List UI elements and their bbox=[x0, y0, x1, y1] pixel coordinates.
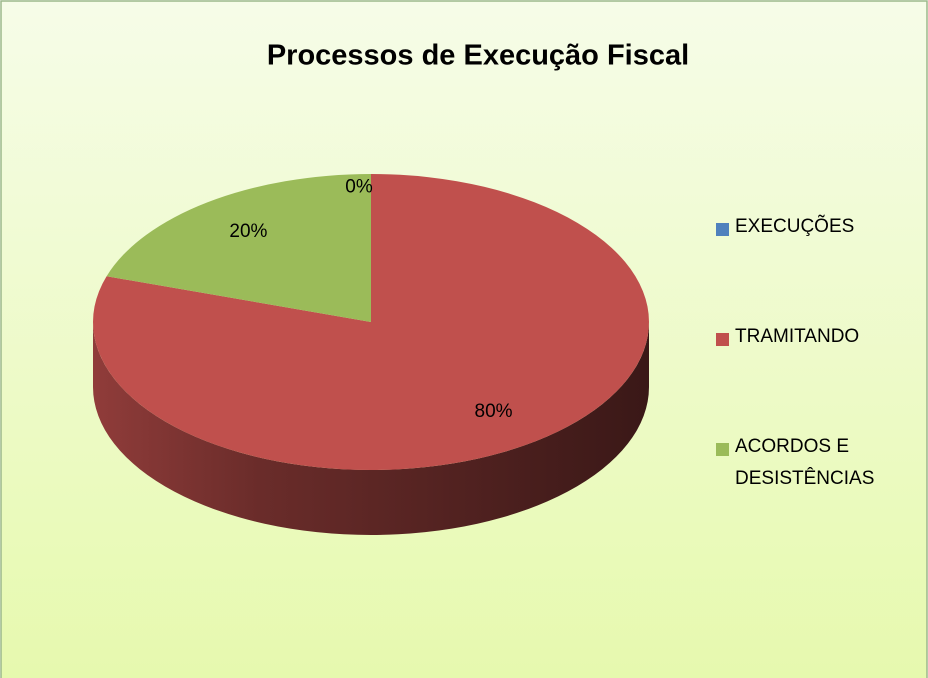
pie: 0% 80% 20% bbox=[92, 174, 650, 535]
data-label: 20% bbox=[229, 221, 267, 242]
legend-swatch bbox=[716, 333, 729, 346]
legend-label: ACORDOS E DESISTÊNCIAS bbox=[735, 436, 875, 489]
legend-item: ACORDOS E DESISTÊNCIAS bbox=[716, 436, 896, 548]
legend-swatch bbox=[716, 223, 729, 236]
data-label: 80% bbox=[475, 401, 513, 422]
slice bbox=[106, 174, 371, 322]
legend-swatch bbox=[716, 443, 729, 456]
legend-item: TRAMITANDO bbox=[716, 326, 896, 438]
legend-item: EXECUÇÕES bbox=[716, 216, 896, 328]
legend: EXECUÇÕES TRAMITANDO ACORDOS E DESISTÊNCIA… bbox=[716, 216, 896, 548]
slice-side bbox=[93, 322, 649, 535]
legend-label: EXECUÇÕES bbox=[735, 216, 855, 237]
data-label: 0% bbox=[345, 176, 373, 197]
chart-title: Processos de Execução Fiscal bbox=[267, 40, 689, 72]
legend-label: TRAMITANDO bbox=[735, 326, 860, 347]
